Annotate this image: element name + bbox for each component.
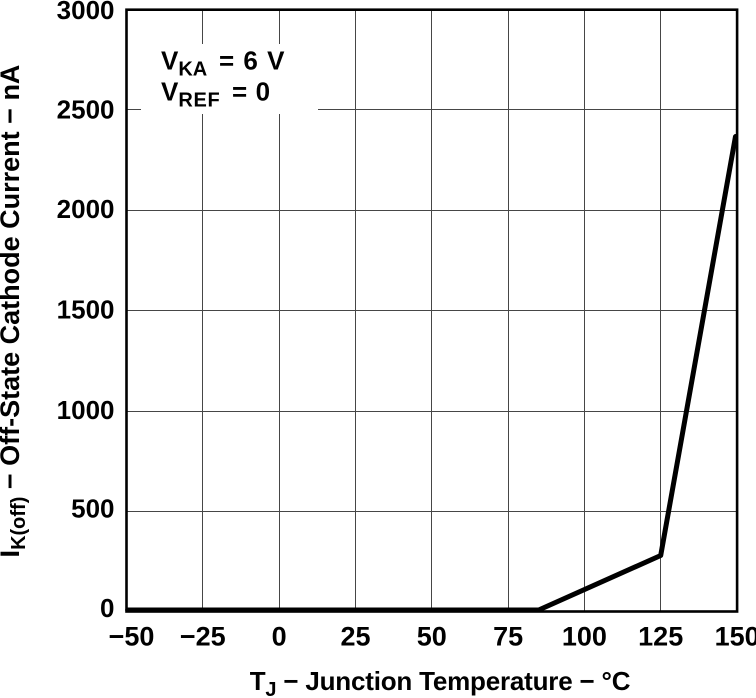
svg-text:75: 75 <box>493 622 523 652</box>
svg-text:50: 50 <box>417 622 447 652</box>
svg-text:TJ − Junction Temperature − °C: TJ − Junction Temperature − °C <box>250 666 631 698</box>
svg-text:0: 0 <box>272 622 287 652</box>
svg-text:500: 500 <box>71 494 114 524</box>
svg-text:−25: −25 <box>180 622 226 652</box>
svg-text:150: 150 <box>715 622 756 652</box>
svg-text:−50: −50 <box>109 622 155 652</box>
svg-text:25: 25 <box>340 622 370 652</box>
svg-text:2000: 2000 <box>57 194 115 224</box>
svg-text:125: 125 <box>638 622 683 652</box>
svg-text:1000: 1000 <box>57 395 115 425</box>
svg-text:= 0: = 0 <box>232 77 271 107</box>
svg-text:1500: 1500 <box>57 295 115 325</box>
svg-text:100: 100 <box>562 622 607 652</box>
svg-text:0: 0 <box>100 593 114 623</box>
svg-text:3000: 3000 <box>57 0 115 25</box>
svg-text:2500: 2500 <box>57 94 115 124</box>
svg-text:= 6 V: = 6 V <box>219 46 285 76</box>
